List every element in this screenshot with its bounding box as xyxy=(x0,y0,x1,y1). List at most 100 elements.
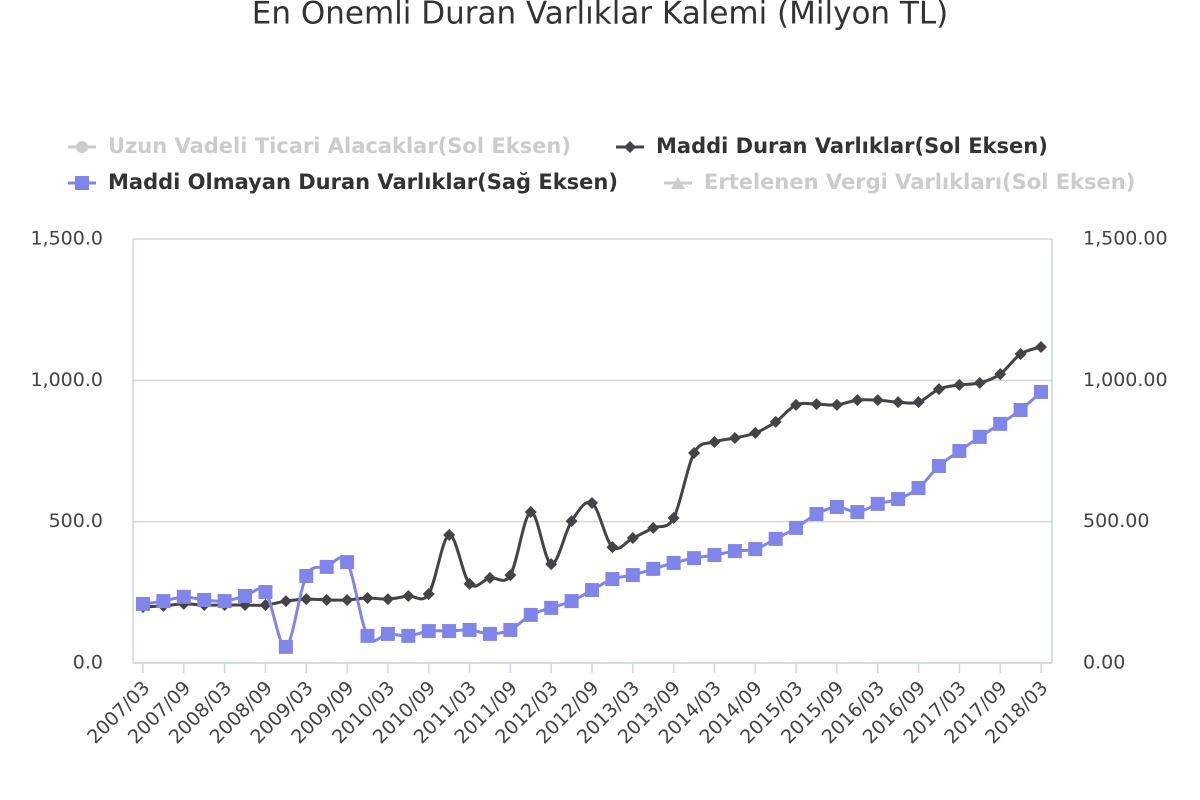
marker xyxy=(217,594,232,609)
marker xyxy=(605,572,620,587)
marker xyxy=(524,506,537,519)
marker xyxy=(727,544,742,559)
marker xyxy=(728,431,741,444)
marker xyxy=(911,481,926,496)
y2-tick-label: 0.00 xyxy=(1083,652,1125,674)
legend-label: Uzun Vadeli Ticari Alacaklar(Sol Eksen) xyxy=(108,134,571,158)
marker xyxy=(443,528,456,541)
marker xyxy=(707,548,722,563)
marker xyxy=(341,593,354,606)
y-tick-label: 1,500.0 xyxy=(30,228,103,250)
marker xyxy=(156,594,171,609)
marker xyxy=(545,558,558,571)
marker xyxy=(503,622,518,637)
marker xyxy=(278,639,293,654)
marker xyxy=(851,394,864,407)
marker xyxy=(504,569,517,582)
marker xyxy=(1035,340,1047,353)
marker xyxy=(871,394,884,407)
y-tick-label: 500.0 xyxy=(49,510,103,532)
legend-label: Ertelenen Vergi Varlıkları(Sol Eksen) xyxy=(704,170,1135,194)
marker xyxy=(320,593,333,606)
marker xyxy=(197,592,212,607)
marker xyxy=(850,505,865,520)
marker xyxy=(380,626,395,641)
marker xyxy=(279,595,292,608)
series-line xyxy=(142,390,1042,649)
marker xyxy=(666,555,681,570)
marker xyxy=(1014,348,1027,361)
y2-tick-label: 1,500.00 xyxy=(1083,228,1168,250)
marker xyxy=(319,559,334,574)
legend-label: Maddi Duran Varlıklar(Sol Eksen) xyxy=(656,134,1048,158)
marker xyxy=(523,607,538,622)
marker xyxy=(625,568,640,583)
marker xyxy=(647,521,660,534)
marker xyxy=(993,416,1008,431)
marker xyxy=(442,624,457,639)
marker xyxy=(687,551,702,566)
legend-label: Maddi Olmayan Duran Varlıklar(Sağ Eksen) xyxy=(108,170,618,194)
marker xyxy=(238,589,253,604)
marker xyxy=(994,368,1007,381)
marker xyxy=(586,497,598,510)
y2-tick-label: 1,000.00 xyxy=(1083,369,1168,391)
marker xyxy=(606,541,619,554)
marker xyxy=(1013,403,1028,418)
marker xyxy=(769,415,782,428)
marker xyxy=(1034,384,1048,399)
marker xyxy=(176,589,191,604)
marker xyxy=(829,499,844,514)
marker xyxy=(626,532,639,545)
marker xyxy=(708,435,721,448)
y-tick-label: 0.0 xyxy=(73,652,103,674)
marker xyxy=(360,628,375,643)
y-tick-label: 1,000.0 xyxy=(30,369,103,391)
marker xyxy=(667,511,680,524)
marker xyxy=(931,458,946,473)
marker xyxy=(402,590,415,603)
marker xyxy=(401,628,416,643)
marker xyxy=(891,492,906,507)
marker xyxy=(748,542,763,557)
marker xyxy=(361,591,374,604)
marker xyxy=(953,378,966,391)
marker xyxy=(544,600,559,615)
marker xyxy=(809,507,824,522)
marker xyxy=(870,496,885,511)
marker xyxy=(768,531,783,546)
marker xyxy=(75,176,89,190)
marker xyxy=(422,588,435,601)
marker xyxy=(749,426,762,439)
marker xyxy=(463,577,476,590)
marker xyxy=(972,429,987,444)
marker xyxy=(564,594,579,609)
marker xyxy=(340,555,355,570)
y2-tick-label: 500.00 xyxy=(1083,510,1149,532)
marker xyxy=(76,141,88,153)
marker xyxy=(830,398,843,411)
marker xyxy=(912,396,925,409)
marker xyxy=(258,585,273,600)
marker xyxy=(483,571,496,584)
series-line xyxy=(142,345,1042,609)
marker xyxy=(381,593,394,606)
marker xyxy=(482,626,497,641)
marker xyxy=(565,515,578,528)
marker xyxy=(932,383,945,396)
marker xyxy=(688,446,701,459)
marker xyxy=(810,398,823,411)
marker xyxy=(789,520,804,535)
marker xyxy=(646,561,661,576)
marker xyxy=(300,593,313,606)
marker xyxy=(892,396,905,409)
marker xyxy=(462,622,477,637)
chart-title: En Önemli Duran Varlıklar Kalemi (Milyon… xyxy=(252,0,949,32)
marker xyxy=(790,398,803,411)
marker xyxy=(136,596,150,611)
marker xyxy=(952,444,967,458)
marker xyxy=(585,583,599,598)
marker xyxy=(299,568,314,583)
marker xyxy=(671,177,685,189)
